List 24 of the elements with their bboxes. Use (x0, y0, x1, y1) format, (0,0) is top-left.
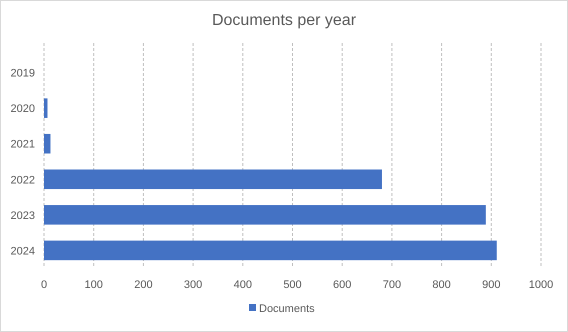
x-tick-label: 1000 (528, 279, 554, 291)
x-tick-label: 700 (382, 279, 402, 291)
x-tick-label: 800 (432, 279, 451, 291)
bar (44, 170, 382, 190)
x-tick-label: 600 (333, 279, 352, 291)
bar (44, 134, 50, 154)
x-tick-label: 400 (234, 279, 252, 291)
y-tick-label: 2020 (10, 103, 35, 116)
y-tick-label: 2023 (10, 210, 35, 222)
bar (44, 240, 497, 260)
y-tick-label: 2019 (10, 68, 35, 80)
bar (44, 205, 486, 225)
bar (44, 98, 48, 118)
x-tick-label: 900 (482, 279, 500, 291)
y-tick-label: 2022 (10, 174, 35, 186)
x-tick-label: 0 (40, 279, 48, 291)
chart-title: Documents per year (212, 12, 357, 29)
x-tick-label: 300 (184, 279, 202, 291)
x-tick-label: 200 (134, 279, 153, 291)
x-tick-label: 500 (283, 279, 302, 291)
legend-label: Documents (259, 303, 316, 315)
y-tick-label: 2024 (10, 245, 35, 258)
x-tick-label: 100 (84, 279, 103, 291)
y-tick-label: 2021 (10, 138, 35, 151)
